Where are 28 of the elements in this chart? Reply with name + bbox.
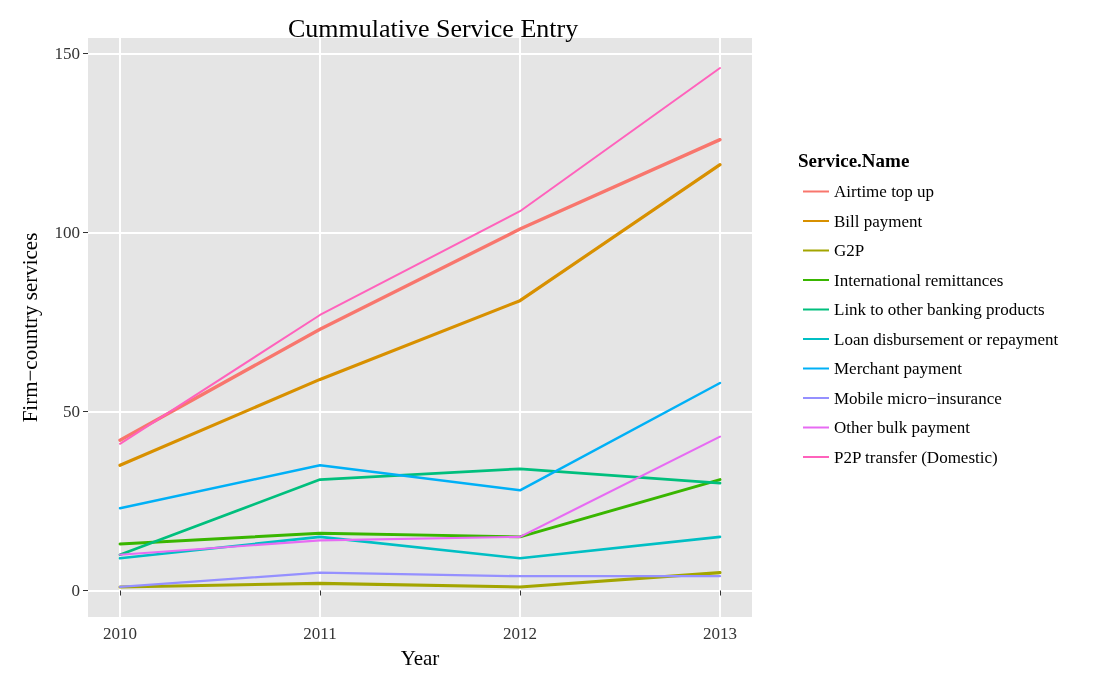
legend-label: International remittances: [834, 270, 1004, 290]
legend-label: Merchant payment: [834, 359, 963, 378]
legend-label: Other bulk payment: [834, 418, 971, 437]
line-series: [118, 163, 722, 467]
line-series: [119, 67, 721, 445]
line-series: [118, 467, 722, 557]
y-tick-label: 0: [71, 581, 80, 601]
line-series: [118, 435, 722, 556]
legend-label: G2P: [834, 241, 865, 260]
line-series: [118, 381, 722, 510]
y-axis-title: Firm−country services: [17, 232, 42, 423]
x-tick-label: 2011: [303, 624, 337, 643]
y-tick-label: 100: [54, 223, 80, 243]
legend-label: P2P transfer (Domestic): [834, 447, 998, 467]
x-tick-label: 2012: [503, 624, 537, 643]
y-tick-label: 50: [63, 402, 80, 422]
line-series: [118, 137, 722, 442]
chart-title: Cummulative Service Entry: [287, 13, 579, 43]
legend-label: Link to other banking products: [834, 300, 1045, 319]
x-tick-label: 2013: [703, 624, 737, 643]
x-tick-label: 2010: [103, 624, 137, 643]
y-tick-label: 150: [54, 44, 80, 64]
legend-label: Loan disbursement or repayment: [834, 329, 1059, 349]
legend-title: Service.Name: [798, 150, 910, 171]
legend-label: Mobile micro−insurance: [834, 388, 1002, 408]
legend-label: Airtime top up: [834, 182, 935, 201]
legend-label: Bill payment: [834, 211, 923, 231]
x-axis-title: Year: [400, 645, 440, 670]
